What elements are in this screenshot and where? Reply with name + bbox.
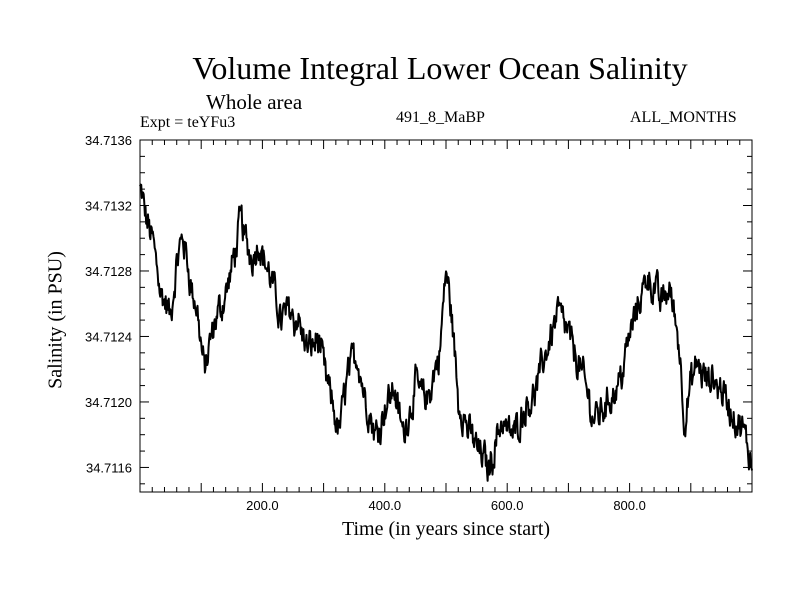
x-tick-label: 200.0 bbox=[246, 498, 279, 513]
y-tick-label: 34.7124 bbox=[85, 329, 132, 344]
x-axis-label: Time (in years since start) bbox=[341, 518, 551, 540]
x-tick-label: 800.0 bbox=[613, 498, 646, 513]
axis-tick-labels: 200.0 400.0 600.0 800.0 34.7116 34.7120 34.712… bbox=[85, 133, 646, 513]
chart-title: Volume Integral Lower Ocean Salinity bbox=[192, 50, 688, 86]
y-tick-label: 34.7128 bbox=[85, 264, 132, 279]
plot-frame bbox=[139, 139, 753, 493]
salinity-series-line bbox=[139, 183, 753, 482]
y-tick-label: 34.7120 bbox=[85, 395, 132, 410]
x-tick-label: 400.0 bbox=[369, 498, 402, 513]
run-label: 491_8_MaBP bbox=[396, 109, 485, 126]
y-tick-label: 34.7132 bbox=[85, 198, 132, 213]
y-tick-label: 34.7136 bbox=[85, 133, 132, 148]
chart-subtitle: Whole area bbox=[206, 90, 303, 114]
y-tick-label: 34.7116 bbox=[86, 460, 132, 475]
experiment-label: Expt = teYFu3 bbox=[140, 114, 236, 131]
period-label: ALL_MONTHS bbox=[630, 109, 737, 126]
x-tick-label: 600.0 bbox=[491, 498, 524, 513]
axis-ticks bbox=[140, 140, 752, 492]
